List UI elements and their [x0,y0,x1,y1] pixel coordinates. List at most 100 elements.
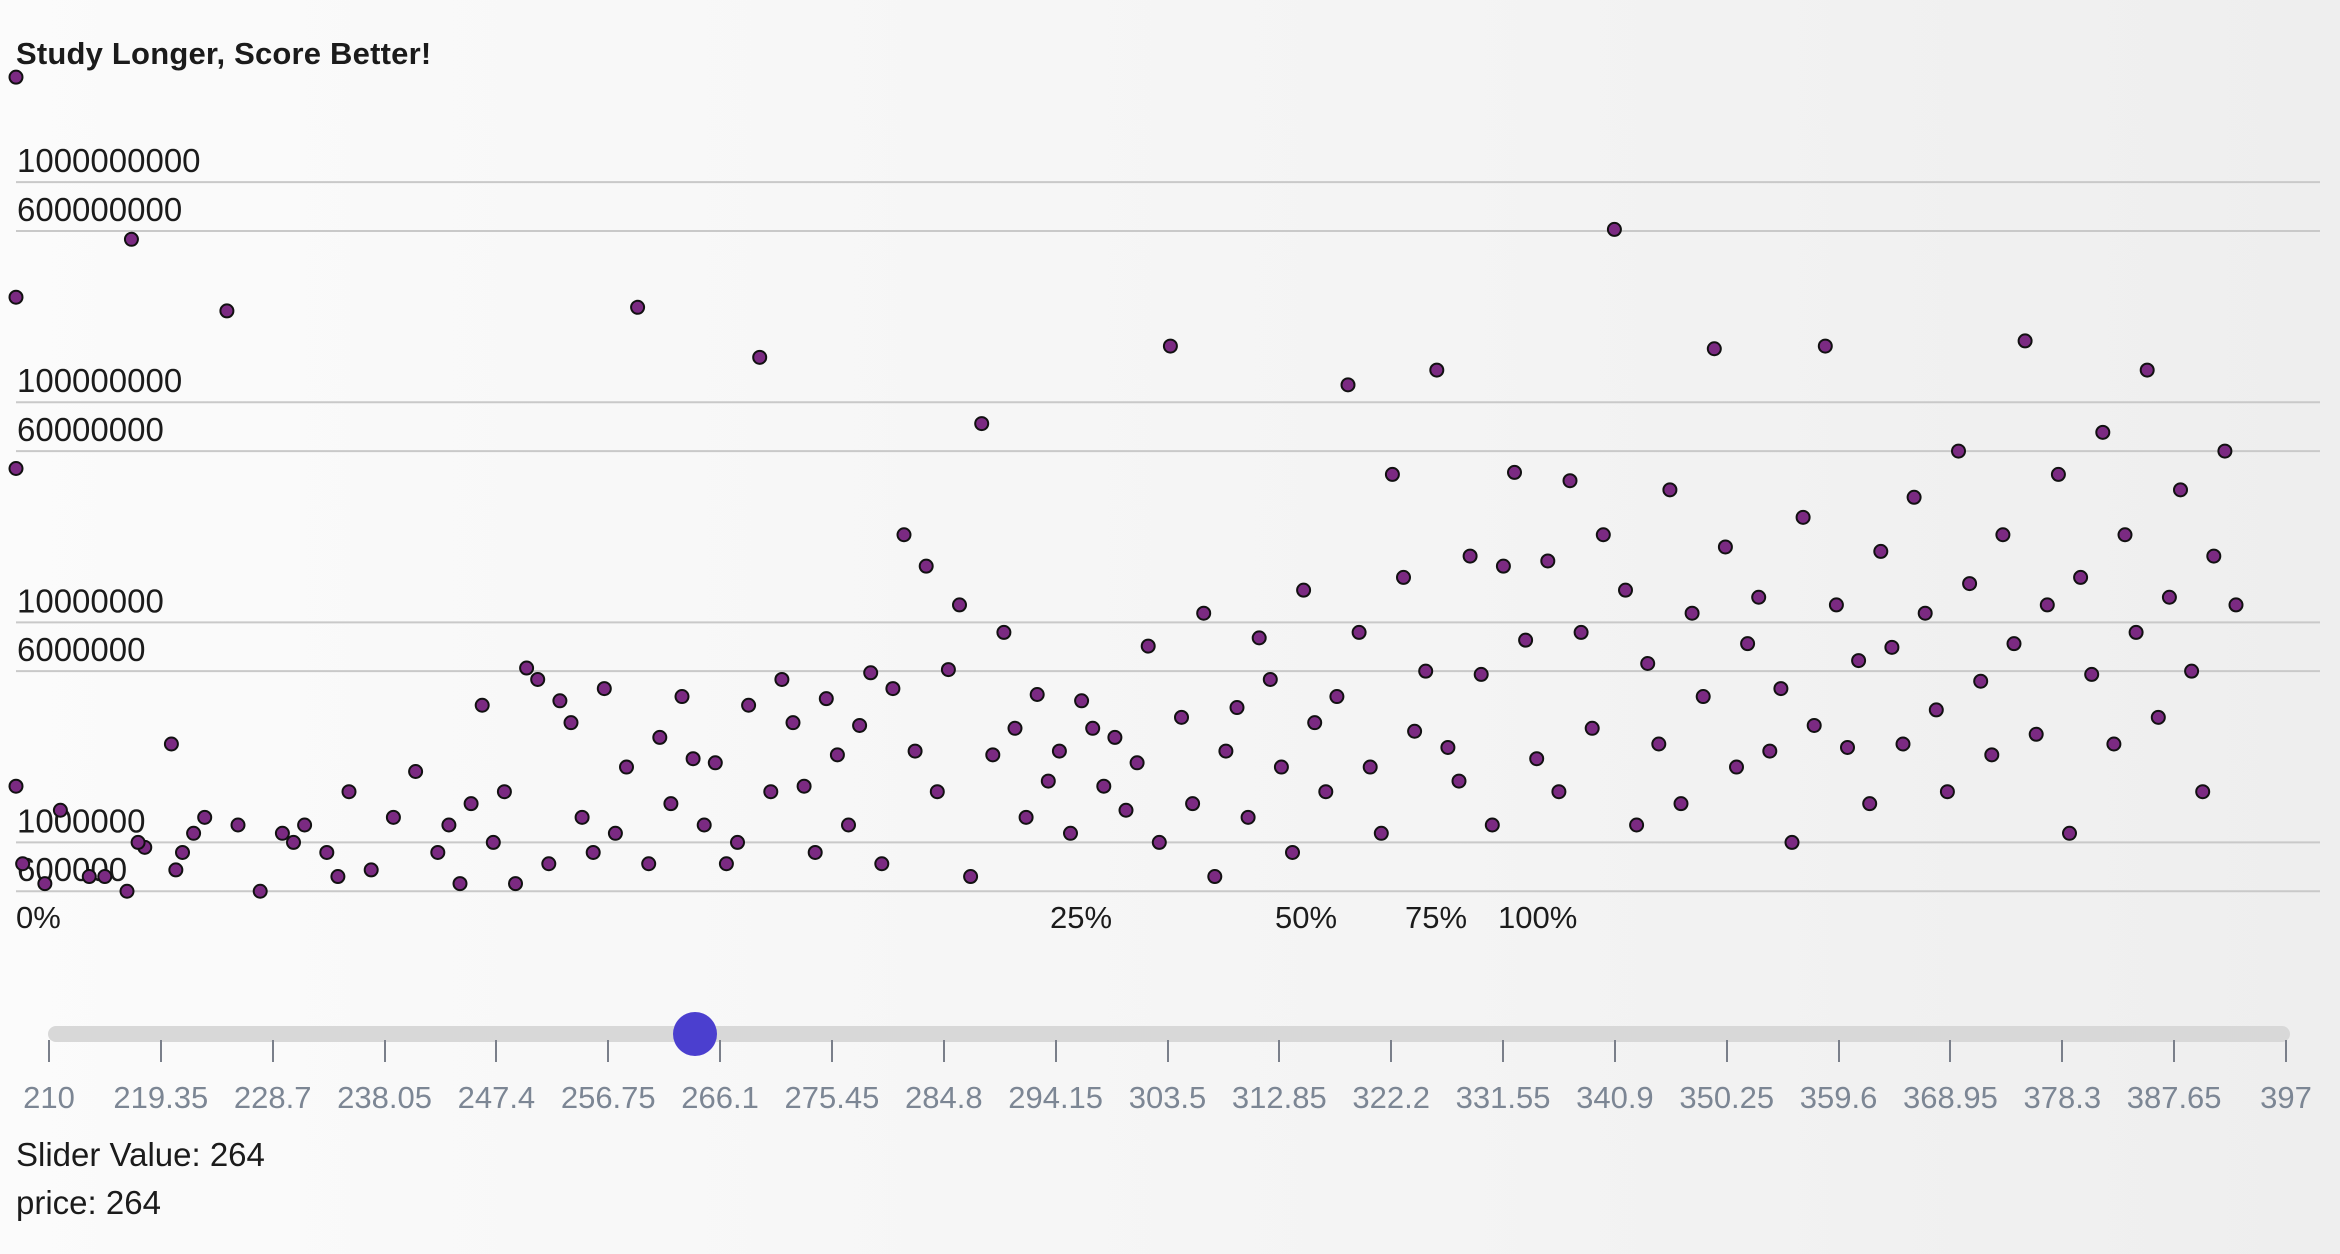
price-slider[interactable] [48,1012,2290,1056]
data-point[interactable] [630,299,646,315]
data-point[interactable] [1396,569,1411,585]
data-point[interactable] [430,844,446,860]
data-point[interactable] [1185,796,1201,812]
data-point[interactable] [1229,700,1245,716]
data-point[interactable] [1817,338,1833,354]
data-point[interactable] [2073,569,2089,585]
data-point[interactable] [1340,377,1356,393]
data-point[interactable] [2017,333,2033,349]
data-point[interactable] [1673,796,1689,812]
data-point[interactable] [2217,443,2233,459]
data-point[interactable] [330,869,346,885]
data-point[interactable] [1140,638,1156,654]
data-point[interactable] [885,681,901,697]
data-point[interactable] [1729,759,1744,775]
data-point[interactable] [1706,341,1722,357]
data-point[interactable] [1384,466,1400,482]
data-point[interactable] [1529,751,1545,767]
data-point[interactable] [1762,743,1778,759]
data-point[interactable] [596,681,612,697]
data-point[interactable] [996,624,1012,640]
data-point[interactable] [474,697,490,713]
data-point[interactable] [1162,338,1178,354]
data-point[interactable] [2062,825,2077,841]
data-point[interactable] [829,747,845,763]
data-point[interactable] [1107,729,1123,745]
data-point[interactable] [1939,784,1955,800]
data-point[interactable] [863,665,879,681]
data-point[interactable] [1418,663,1434,679]
data-point[interactable] [1373,825,1389,841]
data-point[interactable] [319,844,335,860]
data-point[interactable] [574,809,590,825]
data-point[interactable] [1862,796,1878,812]
data-point[interactable] [163,736,179,752]
data-point[interactable] [1096,778,1112,794]
data-point[interactable] [1695,689,1711,705]
data-point[interactable] [718,856,734,872]
data-point[interactable] [1129,755,1145,771]
data-point[interactable] [1573,624,1589,640]
data-point[interactable] [2050,466,2066,482]
data-point[interactable] [1984,747,2000,763]
data-point[interactable] [1007,720,1023,736]
data-point[interactable] [1151,834,1167,850]
data-point[interactable] [1828,597,1844,613]
data-point[interactable] [785,715,801,731]
data-point[interactable] [1518,632,1534,648]
data-point[interactable] [685,751,701,767]
data-point[interactable] [1895,736,1911,752]
data-point[interactable] [1629,817,1645,833]
data-point[interactable] [2095,424,2111,440]
data-point[interactable] [1928,702,1944,718]
data-point[interactable] [530,671,546,687]
data-point[interactable] [1973,673,1989,689]
data-point[interactable] [696,817,712,833]
data-point[interactable] [1884,639,1900,655]
data-point[interactable] [2128,624,2144,640]
data-point[interactable] [363,862,379,878]
data-point[interactable] [2106,736,2122,752]
data-point[interactable] [741,697,757,713]
data-point[interactable] [1917,605,1933,621]
data-point[interactable] [2184,663,2200,679]
data-point[interactable] [1540,553,1556,569]
data-point[interactable] [1329,689,1345,705]
slider-track[interactable] [48,1026,2290,1042]
data-point[interactable] [807,844,823,860]
data-point[interactable] [219,303,235,319]
data-point[interactable] [186,825,202,841]
data-point[interactable] [730,834,745,850]
data-point[interactable] [1196,605,1212,621]
data-point[interactable] [1218,743,1234,759]
data-point[interactable] [1462,548,1478,564]
data-point[interactable] [1451,773,1467,789]
data-point[interactable] [852,717,868,733]
data-point[interactable] [674,689,690,705]
data-point[interactable] [874,856,890,872]
data-point[interactable] [197,809,213,825]
data-point[interactable] [37,876,53,892]
data-point[interactable] [552,693,568,709]
data-point[interactable] [1085,720,1101,736]
data-point[interactable] [2028,726,2044,742]
data-point[interactable] [1873,543,1889,559]
data-point[interactable] [1063,825,1078,841]
data-point[interactable] [1640,656,1656,672]
data-point[interactable] [1507,464,1522,480]
data-point[interactable] [985,747,1001,763]
data-point[interactable] [1773,681,1789,697]
data-point[interactable] [1851,653,1867,669]
data-point[interactable] [1040,773,1056,789]
data-point[interactable] [1018,809,1034,825]
data-point[interactable] [940,662,956,678]
data-point[interactable] [607,825,623,841]
data-point[interactable] [341,784,357,800]
data-point[interactable] [619,759,634,775]
data-point[interactable] [130,834,146,850]
data-point[interactable] [1595,527,1611,543]
data-point[interactable] [1285,844,1300,860]
data-point[interactable] [1296,582,1312,598]
data-point[interactable] [2173,482,2188,498]
data-point[interactable] [2006,636,2022,652]
